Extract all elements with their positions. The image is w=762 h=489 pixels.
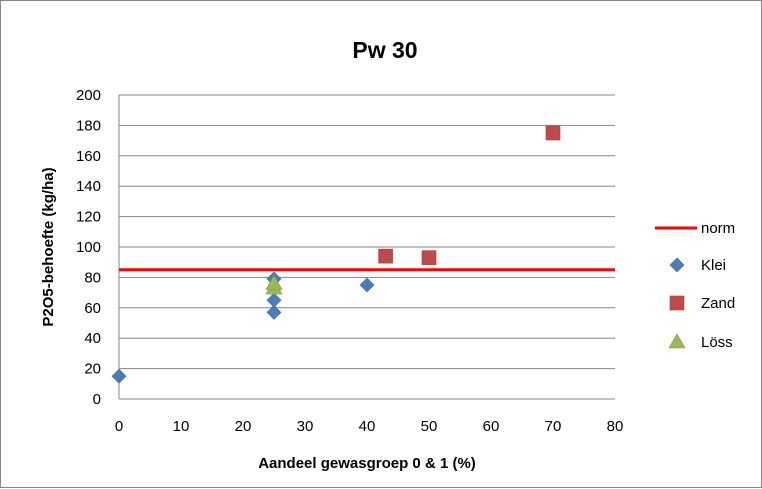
x-tick-label: 0	[115, 418, 123, 435]
y-tick-label: 60	[84, 300, 101, 317]
legend-swatch-löss	[669, 334, 685, 348]
x-tick-label: 60	[483, 418, 500, 435]
data-point-klei	[360, 278, 374, 292]
y-tick-label: 120	[76, 209, 101, 226]
legend: norm Klei Zand Löss	[655, 220, 735, 351]
y-tick-label: 200	[76, 87, 101, 104]
y-tick-label: 20	[84, 361, 101, 378]
data-markers	[112, 126, 560, 383]
gridlines	[119, 95, 615, 399]
x-axis-title: Aandeel gewasgroep 0 & 1 (%)	[258, 455, 476, 472]
legend-swatch-zand	[670, 296, 684, 310]
y-tick-label: 80	[84, 269, 101, 286]
data-point-zand	[379, 249, 393, 263]
y-axis-ticks: 0 20 40 60 80 100 120 140 160 180 200	[76, 87, 101, 408]
legend-label: Löss	[701, 334, 733, 351]
legend-label: Klei	[701, 257, 726, 274]
x-tick-label: 70	[545, 418, 562, 435]
chart-title: Pw 30	[352, 37, 417, 63]
x-tick-label: 40	[359, 418, 376, 435]
y-tick-label: 140	[76, 178, 101, 195]
data-point-zand	[422, 251, 436, 265]
y-tick-label: 100	[76, 239, 101, 256]
legend-label: norm	[701, 220, 735, 237]
x-tick-label: 20	[235, 418, 252, 435]
legend-swatch-klei	[670, 258, 684, 272]
y-tick-label: 160	[76, 148, 101, 165]
y-tick-label: 0	[93, 391, 101, 408]
legend-label: Zand	[701, 295, 735, 312]
x-axis-ticks: 0 10 20 30 40 50 60 70 80	[115, 418, 624, 435]
data-point-zand	[546, 126, 560, 140]
data-point-klei	[267, 293, 281, 307]
x-tick-label: 10	[173, 418, 190, 435]
y-tick-label: 40	[84, 330, 101, 347]
y-axis-title: P2O5-behoefte (kg/ha)	[40, 167, 57, 326]
x-tick-label: 30	[297, 418, 314, 435]
x-tick-label: 50	[421, 418, 438, 435]
data-point-klei	[112, 369, 126, 383]
x-tick-label: 80	[607, 418, 624, 435]
y-tick-label: 180	[76, 117, 101, 134]
